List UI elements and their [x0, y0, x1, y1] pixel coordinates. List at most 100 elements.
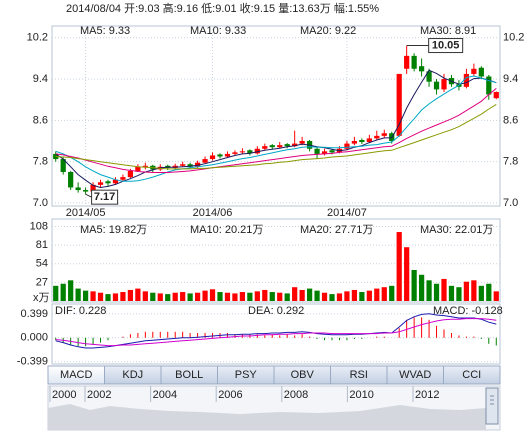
timeline-year: 2012: [415, 389, 439, 401]
y-tick-label-right: 9.4: [503, 73, 518, 85]
tab-label[interactable]: OBV: [291, 369, 315, 381]
tab-label[interactable]: KDJ: [122, 369, 143, 381]
volume-bar: [187, 293, 193, 301]
candle-body: [202, 159, 208, 163]
volume-bar: [269, 292, 275, 301]
legend-entry: MA20: 9.22: [300, 25, 356, 37]
x-tick-label: 2014/07: [327, 207, 367, 219]
candle-body: [374, 135, 380, 139]
candle-body: [269, 145, 275, 148]
candle-body: [247, 150, 253, 154]
volume-bar: [262, 289, 268, 301]
candle-body: [396, 73, 402, 136]
price-panel: [51, 25, 501, 207]
timeline-year: 2002: [87, 389, 111, 401]
volume-bar: [366, 290, 372, 301]
tab-label[interactable]: WVAD: [399, 369, 431, 381]
candle-body: [112, 179, 119, 184]
ma-line: [55, 88, 497, 173]
tab-label[interactable]: MACD: [60, 369, 92, 381]
y-tick-label-right: 10.2: [503, 32, 524, 44]
tab-label[interactable]: RSI: [350, 369, 368, 381]
candle-body: [359, 139, 365, 143]
candle-body: [82, 190, 89, 192]
timeline-handle[interactable]: [485, 387, 499, 425]
y-tick-label: 9.4: [33, 73, 48, 85]
candle-body: [314, 148, 320, 154]
y-tick-label: 10.2: [27, 32, 48, 44]
min-pointer: [85, 193, 92, 198]
legend-entry: MACD: -0.128: [433, 305, 503, 317]
volume-panel: [51, 218, 501, 303]
volume-bar: [105, 294, 111, 301]
legend-entry: DIF: 0.228: [55, 305, 106, 317]
volume-bar: [202, 290, 208, 301]
volume-bar: [247, 292, 253, 301]
y-tick-label: -0.399: [17, 356, 48, 368]
y-tick-label: 7.0: [33, 197, 48, 209]
volume-bar: [277, 292, 283, 301]
volume-bar: [60, 283, 66, 301]
volume-bar: [493, 291, 499, 301]
ma-line: [55, 69, 497, 189]
candle-body: [97, 182, 104, 185]
macd-line: [55, 313, 497, 349]
candle-body: [381, 133, 387, 136]
candle-body: [411, 55, 417, 69]
volume-bar: [381, 287, 387, 301]
volume-bar: [306, 288, 313, 301]
tab-label[interactable]: BOLL: [175, 369, 203, 381]
tab-label[interactable]: PSY: [235, 369, 258, 381]
candle-body: [90, 184, 96, 192]
volume-bar: [314, 290, 320, 301]
header-quote: 2014/08/04 开:9.03 高:9.16 低:9.01 收:9.15 量…: [66, 1, 379, 15]
candle-body: [478, 67, 484, 77]
candle-body: [262, 146, 268, 149]
candle-body: [239, 151, 246, 153]
volume-bar: [90, 291, 96, 301]
volume-bar: [224, 292, 231, 301]
candle-body: [486, 76, 492, 95]
volume-bar: [463, 281, 470, 301]
candle-body: [463, 73, 470, 87]
timeline-year: 2008: [284, 389, 308, 401]
volume-bar: [478, 285, 484, 301]
candle-body: [120, 177, 126, 180]
candle-body: [418, 66, 425, 72]
ma-line: [55, 75, 497, 182]
volume-bar: [150, 292, 156, 301]
volume-bar: [456, 287, 462, 301]
candle-body: [292, 143, 298, 147]
min-label: 7.17: [94, 191, 115, 203]
y-tick-label-right: 7.0: [503, 197, 518, 209]
tab-label[interactable]: CCI: [462, 369, 481, 381]
y-tick-label: 81: [36, 239, 48, 251]
candle-body: [471, 68, 477, 74]
volume-bar: [299, 289, 305, 301]
candle-body: [105, 181, 111, 184]
y-tick-label: 0.399: [20, 308, 48, 320]
volume-bar: [172, 292, 178, 301]
candle-body: [180, 164, 186, 166]
candle-body: [217, 154, 223, 157]
candle-body: [127, 170, 134, 178]
candle-body: [321, 151, 328, 154]
volume-bar: [321, 292, 328, 301]
volume-bar: [53, 285, 59, 301]
candle-body: [299, 141, 305, 144]
candle-body: [142, 165, 148, 167]
y-tick-label: 108: [30, 220, 48, 232]
candle-body: [433, 81, 440, 90]
candle-body: [493, 91, 499, 99]
tab[interactable]: [443, 365, 501, 385]
candle-body: [284, 144, 290, 147]
unit-label: x万: [33, 292, 50, 304]
y-tick-label: 0.000: [20, 332, 48, 344]
candle-body: [135, 166, 141, 171]
volume-bar: [448, 285, 455, 301]
legend-entry: MA30: 22.01万: [420, 224, 493, 236]
volume-bar: [68, 280, 74, 301]
timeline-year: 2006: [218, 389, 242, 401]
candle-body: [232, 152, 238, 154]
candle-body: [60, 159, 66, 172]
